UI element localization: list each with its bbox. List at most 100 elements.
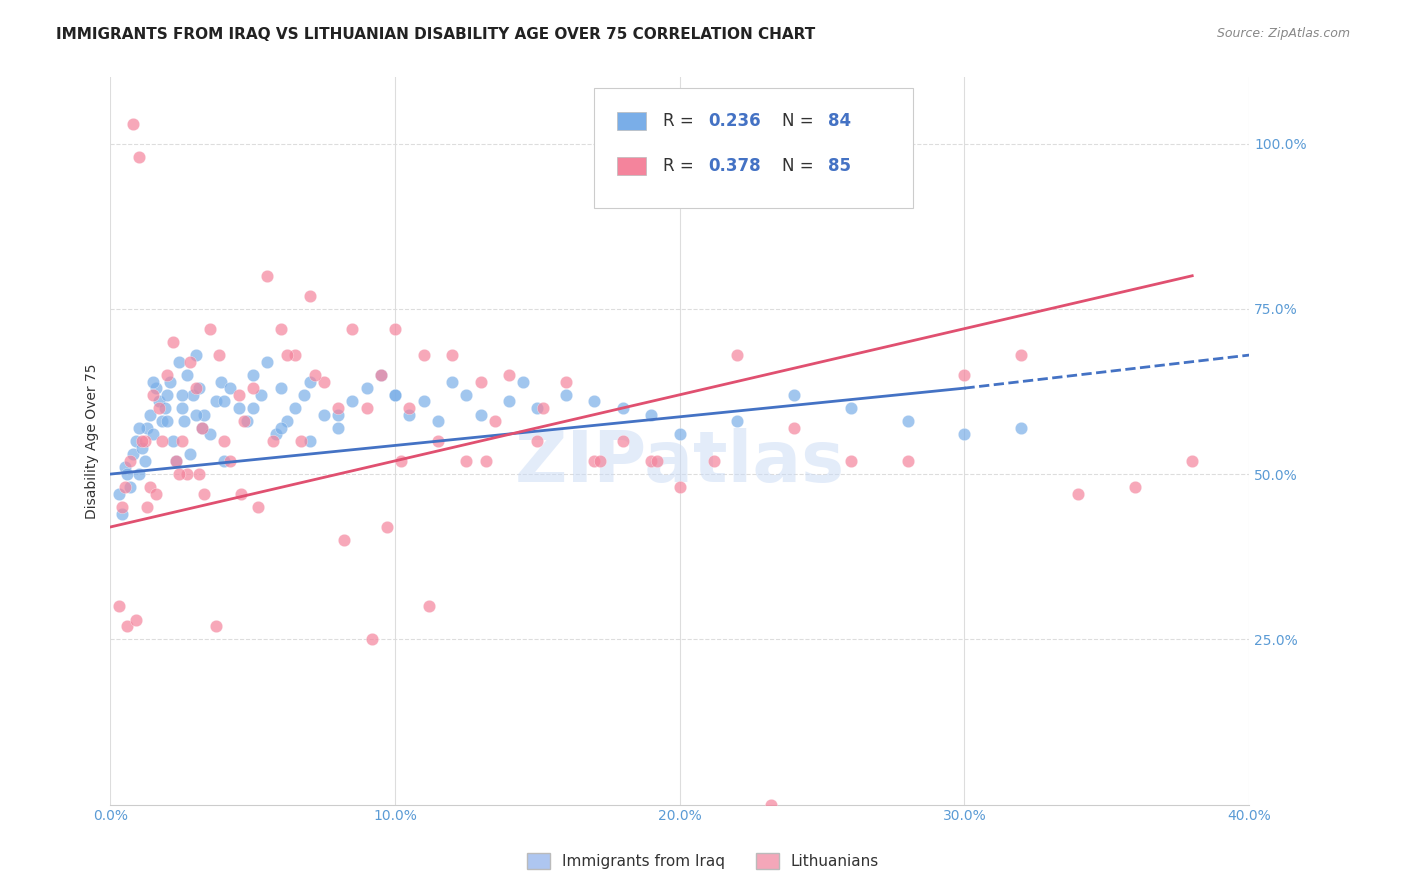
Point bbox=[214, 454, 236, 468]
Point bbox=[156, 414, 179, 428]
Point bbox=[703, 454, 725, 468]
Point bbox=[290, 434, 312, 448]
Point bbox=[198, 321, 221, 335]
Point bbox=[139, 480, 162, 494]
Text: 0.236: 0.236 bbox=[709, 112, 761, 130]
Point bbox=[256, 268, 278, 283]
Point bbox=[342, 394, 364, 409]
Point bbox=[242, 368, 264, 382]
Point bbox=[122, 447, 145, 461]
Point bbox=[242, 381, 264, 395]
Point bbox=[333, 533, 356, 548]
Point bbox=[484, 414, 506, 428]
Point bbox=[370, 368, 392, 382]
Point bbox=[612, 401, 634, 415]
Point bbox=[759, 797, 782, 812]
Point bbox=[284, 401, 307, 415]
Point bbox=[170, 434, 193, 448]
Point bbox=[782, 388, 804, 402]
Point bbox=[247, 500, 270, 515]
Point bbox=[179, 354, 201, 368]
Point bbox=[228, 401, 250, 415]
Point bbox=[150, 434, 173, 448]
Point bbox=[156, 368, 179, 382]
Point bbox=[256, 354, 278, 368]
Point bbox=[1123, 480, 1146, 494]
FancyBboxPatch shape bbox=[595, 88, 914, 209]
Point bbox=[184, 348, 207, 362]
Point bbox=[589, 454, 612, 468]
Point bbox=[441, 375, 464, 389]
Point bbox=[284, 348, 307, 362]
Point bbox=[270, 381, 292, 395]
Point bbox=[187, 381, 209, 395]
Point bbox=[117, 619, 139, 633]
Point bbox=[111, 500, 134, 515]
Point bbox=[384, 388, 406, 402]
Point bbox=[184, 381, 207, 395]
Point bbox=[131, 441, 153, 455]
Point bbox=[181, 388, 204, 402]
Point bbox=[136, 421, 159, 435]
Point bbox=[250, 388, 273, 402]
Point bbox=[145, 381, 167, 395]
FancyBboxPatch shape bbox=[617, 157, 645, 175]
Point bbox=[114, 480, 136, 494]
FancyBboxPatch shape bbox=[617, 112, 645, 130]
Point bbox=[668, 427, 690, 442]
Point bbox=[441, 348, 464, 362]
Point bbox=[128, 467, 150, 481]
Point bbox=[117, 467, 139, 481]
Point bbox=[209, 375, 232, 389]
Text: IMMIGRANTS FROM IRAQ VS LITHUANIAN DISABILITY AGE OVER 75 CORRELATION CHART: IMMIGRANTS FROM IRAQ VS LITHUANIAN DISAB… bbox=[56, 27, 815, 42]
Point bbox=[148, 394, 170, 409]
Point bbox=[139, 408, 162, 422]
Point bbox=[233, 414, 256, 428]
Point bbox=[953, 427, 976, 442]
Point bbox=[148, 401, 170, 415]
Text: N =: N = bbox=[782, 112, 820, 130]
Point bbox=[159, 375, 181, 389]
Point bbox=[526, 401, 548, 415]
Point bbox=[1010, 421, 1032, 435]
Point bbox=[412, 348, 434, 362]
Point bbox=[170, 388, 193, 402]
Point bbox=[342, 321, 364, 335]
Point bbox=[304, 368, 326, 382]
Point bbox=[242, 401, 264, 415]
Text: Source: ZipAtlas.com: Source: ZipAtlas.com bbox=[1216, 27, 1350, 40]
Point bbox=[270, 321, 292, 335]
Point bbox=[120, 480, 142, 494]
Point bbox=[108, 599, 131, 614]
Point bbox=[162, 434, 184, 448]
Point bbox=[384, 388, 406, 402]
Point bbox=[668, 480, 690, 494]
Point bbox=[456, 388, 478, 402]
Point bbox=[384, 321, 406, 335]
Point bbox=[896, 414, 918, 428]
Point bbox=[219, 454, 242, 468]
Point bbox=[236, 414, 259, 428]
Point bbox=[136, 500, 159, 515]
Point bbox=[276, 414, 298, 428]
Point bbox=[896, 454, 918, 468]
Point bbox=[153, 401, 176, 415]
Point bbox=[114, 460, 136, 475]
Point bbox=[412, 394, 434, 409]
Point bbox=[262, 434, 284, 448]
Point bbox=[214, 434, 236, 448]
Point bbox=[725, 348, 748, 362]
Point bbox=[134, 454, 156, 468]
Point bbox=[1181, 454, 1204, 468]
Point bbox=[193, 408, 215, 422]
Point bbox=[145, 487, 167, 501]
Point bbox=[375, 520, 398, 534]
Point bbox=[142, 375, 165, 389]
Point bbox=[640, 408, 662, 422]
Point bbox=[134, 434, 156, 448]
Text: ZIPatlas: ZIPatlas bbox=[515, 428, 845, 498]
Point bbox=[839, 454, 862, 468]
Point bbox=[125, 434, 148, 448]
Point bbox=[470, 375, 492, 389]
Point bbox=[498, 368, 520, 382]
